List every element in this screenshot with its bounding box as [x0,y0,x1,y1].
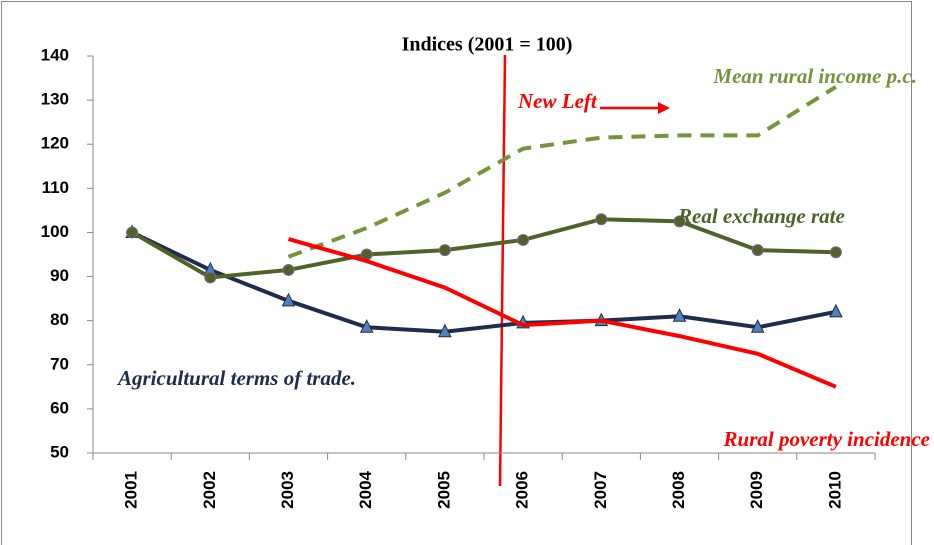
x-tick-label: 2010 [825,471,844,509]
series-line [287,85,837,259]
marker [595,213,608,226]
annotation: New Left [517,89,598,113]
x-tick-label: 2005 [434,471,453,509]
x-tick-label: 2001 [122,471,141,509]
series-label: Rural poverty incidence [723,427,930,451]
series-label: Mean rural income p.c. [712,64,917,88]
chart-border [1,1,912,545]
y-tick-label: 70 [50,354,69,373]
series-line [131,217,836,280]
y-tick-label: 50 [50,442,69,461]
y-tick-label: 110 [42,178,69,197]
x-tick-label: 2002 [200,471,219,509]
marker [282,263,295,276]
marker [829,246,842,259]
series-label: Real exchange rate [677,204,845,228]
marker [438,244,451,257]
x-tick-label: 2009 [747,471,766,509]
y-tick-label: 60 [50,398,69,417]
x-tick-label: 2003 [278,471,297,509]
new-left-line [498,54,507,487]
marker [204,271,217,284]
marker [438,323,452,338]
series-line [287,237,837,389]
x-tick-label: 2007 [591,471,610,509]
marker [829,303,843,318]
arrow-head [658,102,670,114]
y-tick-label: 80 [50,310,69,329]
y-tick-label: 130 [41,90,69,109]
y-tick-label: 100 [41,222,69,241]
y-tick-label: 120 [41,134,69,153]
marker [359,319,374,333]
x-tick-label: 2004 [356,470,375,508]
series-line [131,230,837,334]
marker [517,233,530,246]
marker [750,319,765,333]
chart-title: Indices (2001 = 100) [402,34,573,56]
marker [672,308,687,322]
y-tick-label: 90 [50,266,69,285]
x-tick-label: 2006 [513,471,532,509]
y-tick-label: 140 [41,45,69,64]
x-tick-label: 2008 [669,471,688,509]
marker [751,244,764,257]
marker [281,292,296,307]
series-label: Agricultural terms of trade. [116,366,356,390]
marker [126,226,139,239]
marker [673,215,686,228]
